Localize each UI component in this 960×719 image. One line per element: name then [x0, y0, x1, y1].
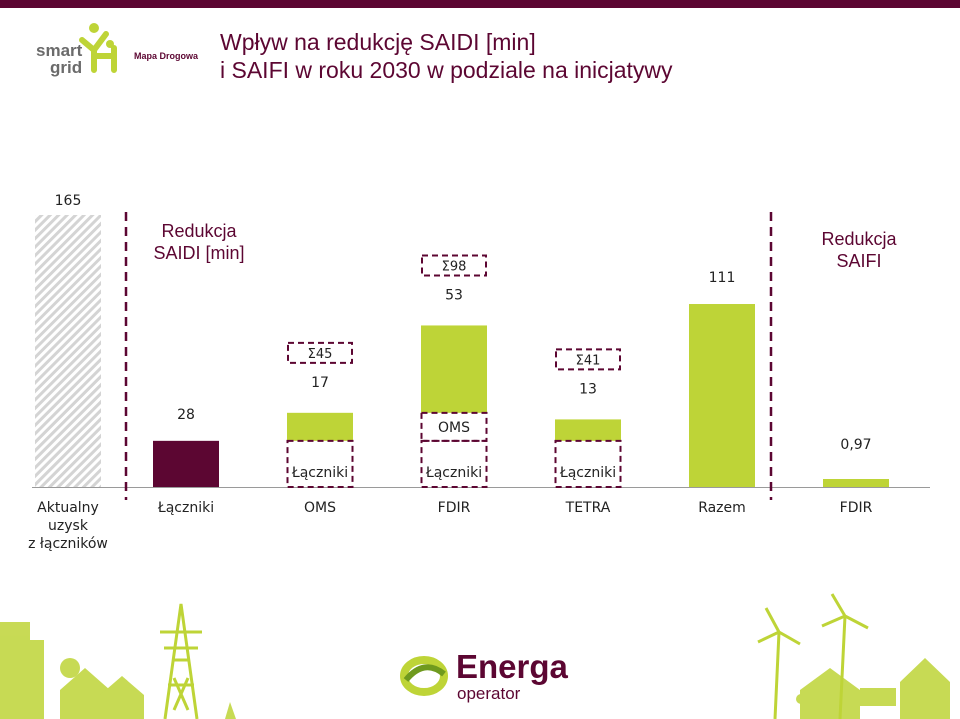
data-label: 13: [579, 381, 597, 397]
category-label: FDIR: [438, 500, 471, 516]
data-label: 28: [177, 407, 195, 423]
energa-wordmark: Energa: [456, 648, 568, 685]
stack-outline: [420, 411, 488, 442]
bar: [689, 304, 755, 487]
stack-label: Łączniki: [291, 465, 348, 481]
energa-operator-logo: Energa operator: [400, 646, 570, 710]
data-label: 53: [445, 287, 463, 303]
person-icon: [225, 702, 236, 719]
sum-label: Σ41: [576, 353, 601, 368]
sum-label: Σ45: [308, 347, 333, 362]
section-label: SAIFI: [836, 251, 881, 271]
data-label: 111: [709, 270, 736, 286]
bar: [555, 419, 621, 441]
power-pylon-icon: [160, 603, 202, 719]
stack-outline: [554, 439, 622, 489]
house-icon: [900, 658, 950, 719]
section-label: Redukcja: [821, 229, 897, 249]
city-building-icon: [18, 640, 44, 719]
category-label: OMS: [304, 500, 336, 516]
bar: [287, 412, 353, 441]
energa-swirl-icon: [400, 656, 448, 696]
top-bar: [0, 0, 960, 8]
tree-icon: [60, 658, 80, 678]
house-icon: [100, 676, 144, 719]
category-label: Aktualny: [37, 500, 99, 516]
category-label: TETRA: [565, 500, 611, 516]
bar: [823, 479, 889, 487]
footer-illustration: [0, 593, 950, 719]
category-label: z łączników: [28, 536, 108, 552]
sum-box: [421, 254, 487, 277]
energa-operator-text: operator: [457, 684, 521, 703]
stack-label: OMS: [438, 420, 470, 436]
sum-box: [555, 348, 621, 371]
stack-label: Łączniki: [425, 465, 482, 481]
category-label: Razem: [698, 500, 746, 516]
stack-outline: [286, 439, 354, 489]
bar: [421, 325, 487, 413]
house-icon: [800, 668, 860, 719]
smart-grid-emblem-icon: [79, 23, 117, 73]
house-icon: [60, 668, 110, 719]
data-label: 17: [311, 375, 329, 391]
wind-turbine-icon: [757, 593, 869, 719]
logo-text-smart: smart: [36, 41, 83, 60]
page-title-line-2: i SAIFI w roku 2030 w podziale na inicja…: [220, 57, 673, 83]
sum-label: Σ98: [442, 259, 467, 274]
section-label: Redukcja: [161, 221, 237, 241]
solar-panel-icon: [860, 688, 896, 706]
category-label: FDIR: [840, 500, 873, 516]
page-title: Wpływ na redukcję SAIDI [min] i SAIFI w …: [220, 28, 673, 84]
smart-grid-logo: smart grid Mapa Drogowa: [30, 20, 215, 80]
stack-label: Łączniki: [559, 465, 616, 481]
section-label: SAIDI [min]: [153, 243, 244, 263]
bar: [35, 215, 101, 487]
data-label: 165: [55, 193, 82, 209]
logo-text-grid: grid: [50, 58, 83, 77]
category-label: Łączniki: [157, 500, 214, 516]
category-label: uzysk: [48, 518, 89, 534]
bar: [153, 440, 219, 487]
page-title-line-1: Wpływ na redukcję SAIDI [min]: [220, 29, 536, 55]
sum-box: [287, 341, 353, 364]
car-icon: [796, 694, 836, 704]
logo-text-mapa-drogowa: Mapa Drogowa: [134, 51, 199, 61]
data-label: 0,97: [840, 437, 871, 453]
